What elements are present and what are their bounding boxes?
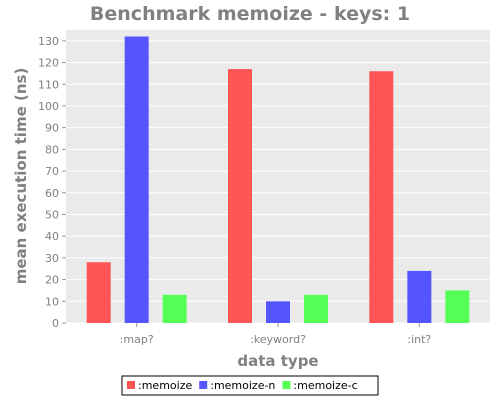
y-tick-label: 10: [45, 295, 59, 308]
bar-memoize-n-int: [407, 270, 432, 323]
bar-memoize-int: [369, 71, 394, 324]
bar-memoize-n-keyword: [266, 301, 290, 323]
x-axis-label: data type: [237, 352, 318, 370]
y-tick-label: 30: [45, 252, 59, 265]
y-tick-label: 100: [38, 100, 59, 113]
legend-label: :memoize-c: [293, 379, 357, 392]
y-axis-ticks: 0 10 20 30 40 50 60 70 80 90 100 110 120 130: [38, 35, 66, 330]
y-tick-label: 80: [45, 143, 59, 156]
y-tick-label: 120: [38, 57, 59, 70]
bar-memoize-c-int: [445, 290, 470, 323]
y-tick-label: 40: [45, 230, 59, 243]
x-axis-ticks: :map? :keyword? :int?: [120, 323, 431, 346]
bar-memoize-n-map: [124, 36, 149, 324]
bars: [86, 36, 470, 324]
y-tick-label: 130: [38, 35, 59, 48]
y-tick-label: 0: [52, 317, 59, 330]
x-tick-label: :int?: [407, 333, 431, 346]
legend-label: :memoize-n: [210, 379, 275, 392]
bar-memoize-keyword: [228, 69, 252, 323]
y-tick-label: 90: [45, 122, 59, 135]
y-tick-label: 60: [45, 187, 59, 200]
y-axis-label: mean execution time (ns): [12, 68, 30, 285]
y-tick-label: 110: [38, 78, 59, 91]
bar-memoize-c-keyword: [304, 294, 328, 323]
bar-memoize-c-map: [162, 294, 187, 323]
x-tick-label: :keyword?: [250, 333, 306, 346]
x-tick-label: :map?: [120, 333, 154, 346]
bar-memoize-map: [86, 262, 111, 323]
chart-title: Benchmark memoize - keys: 1: [90, 3, 410, 25]
legend: :memoize :memoize-n :memoize-c: [127, 379, 358, 392]
legend-swatch: [282, 381, 291, 389]
legend-swatch: [199, 381, 208, 389]
y-tick-label: 50: [45, 208, 59, 221]
legend-label: :memoize: [138, 379, 192, 392]
legend-box: [121, 375, 379, 396]
legend-swatch: [127, 381, 135, 389]
y-tick-label: 20: [45, 274, 59, 287]
y-tick-label: 70: [45, 165, 59, 178]
